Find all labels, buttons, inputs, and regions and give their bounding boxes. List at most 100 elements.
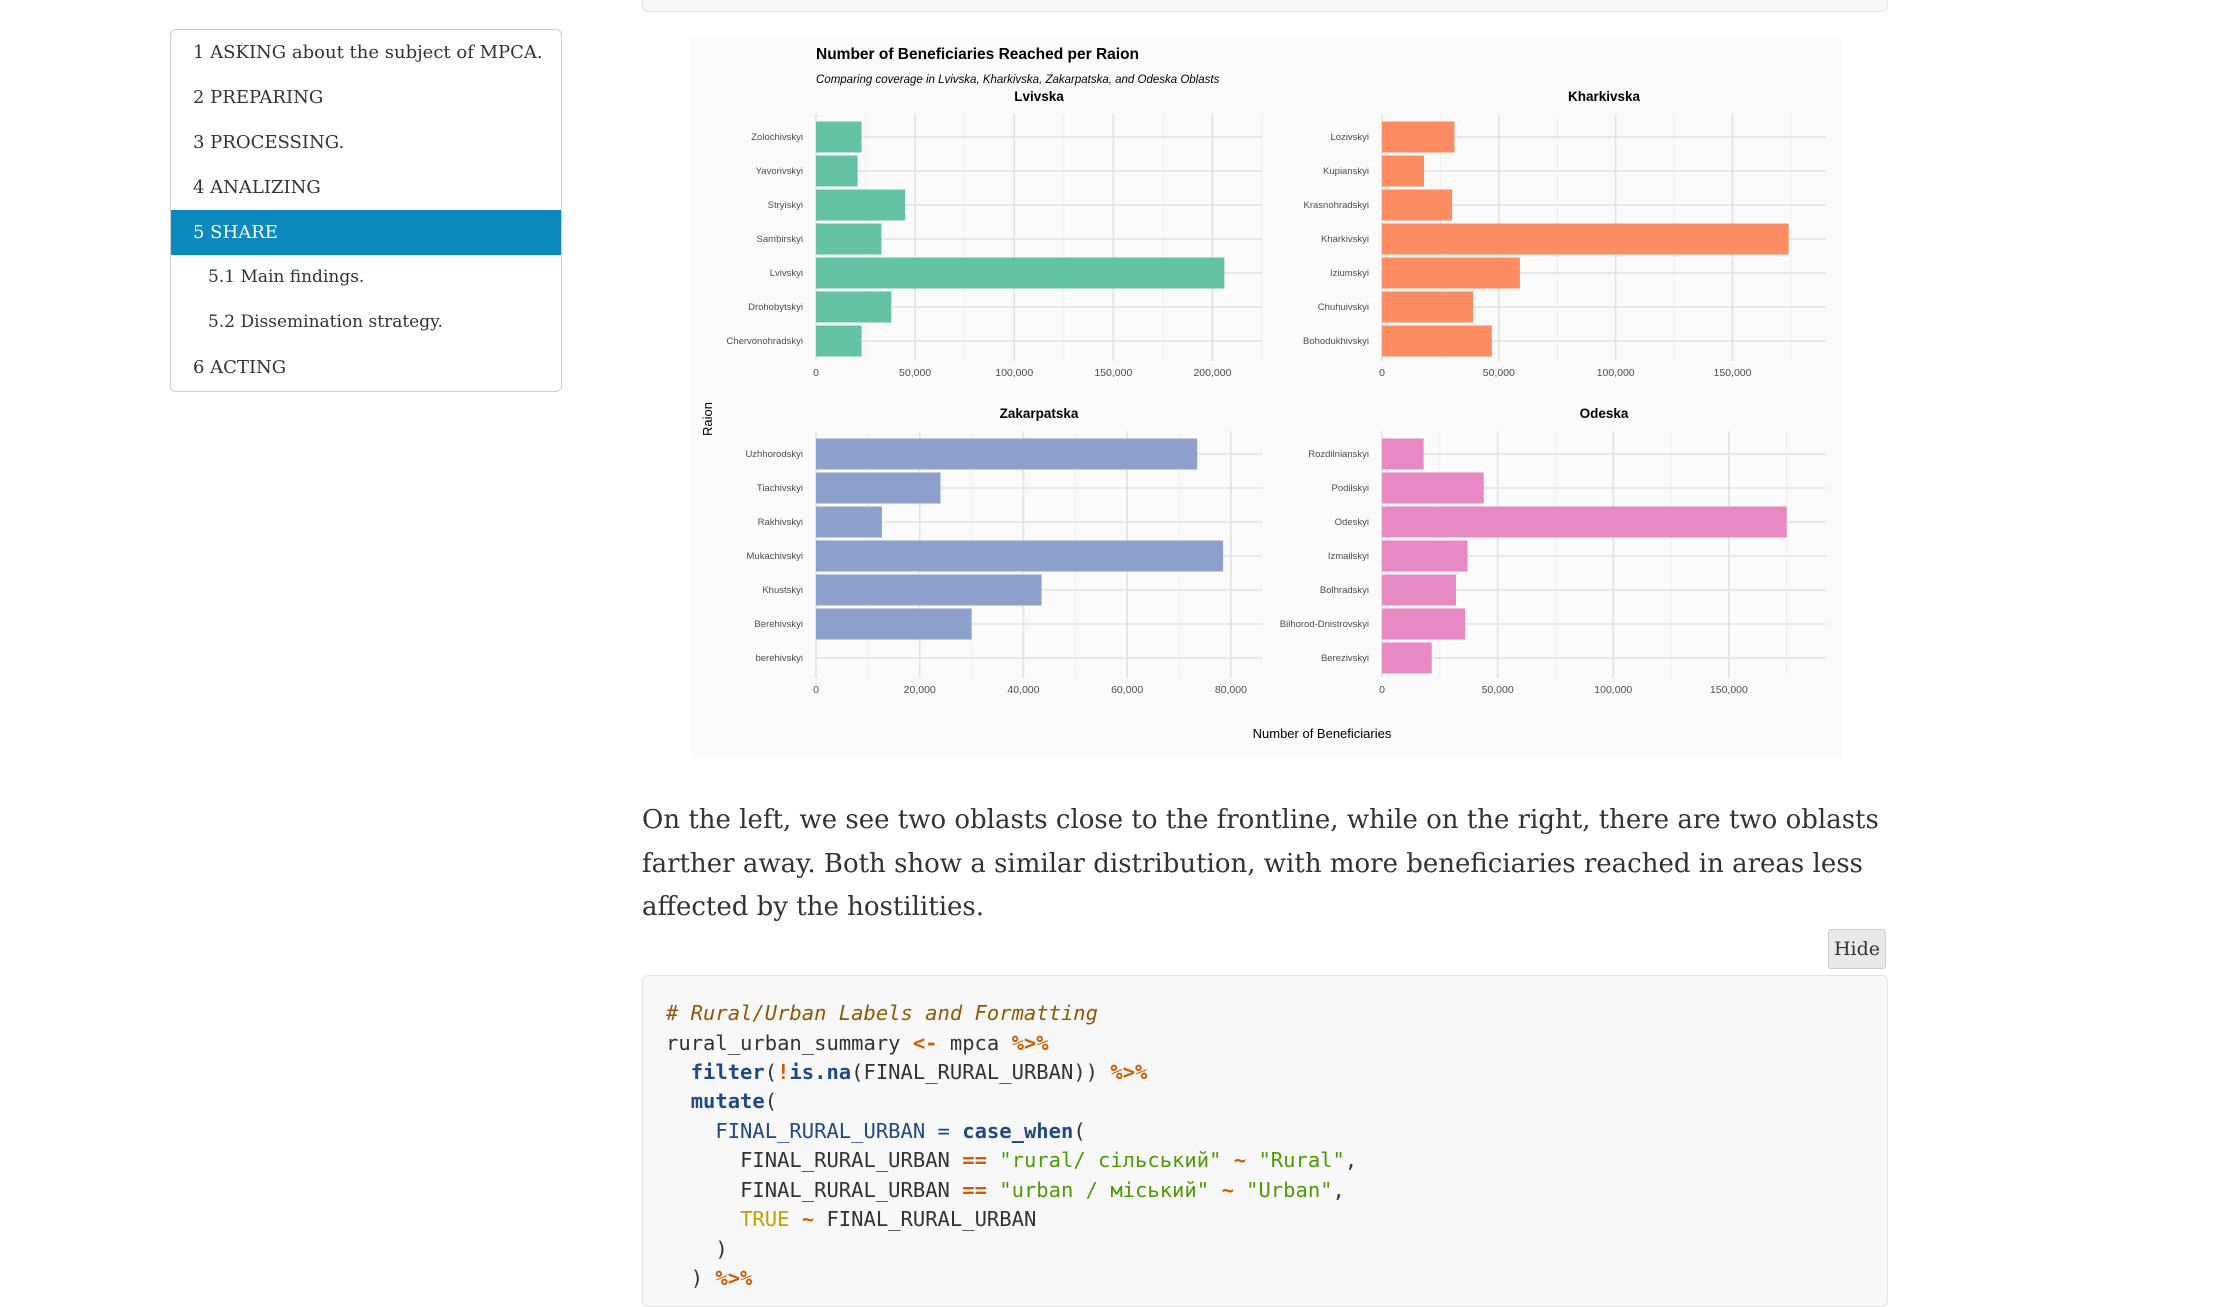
category-label: Stryiskyi xyxy=(768,200,803,211)
bar xyxy=(1382,325,1492,357)
category-label: Iziumskyi xyxy=(1330,268,1369,279)
bar xyxy=(816,121,862,153)
bar xyxy=(1382,540,1468,572)
code-token: ~ xyxy=(1233,1148,1247,1172)
category-label: Kharkivskyi xyxy=(1321,234,1369,245)
toc-item-acting[interactable]: 6 ACTING xyxy=(193,357,287,378)
bar xyxy=(816,438,1198,470)
bar xyxy=(1382,223,1789,255)
category-label: Drohobytskyi xyxy=(748,302,803,313)
code-line: TRUE ~ FINAL_RURAL_URBAN xyxy=(666,1204,1036,1234)
bar xyxy=(816,325,862,357)
code-token: ( xyxy=(764,1089,778,1113)
toc-item-main-findings[interactable]: 5.1 Main findings. xyxy=(208,267,365,287)
category-label: Khustskyi xyxy=(762,585,803,596)
category-label: Berezivskyi xyxy=(1321,653,1369,664)
chart-panel-kharkivska: Kharkivska Lozivskyi Kupianskyi Krasnohrads… xyxy=(1303,89,1826,379)
bar xyxy=(1382,574,1456,606)
code-line: filter(!is.na(FINAL_RURAL_URBAN)) %>% xyxy=(666,1057,1148,1087)
code-line: # Rural/Urban Labels and Formatting xyxy=(666,998,1098,1028)
hide-code-button[interactable]: Hide xyxy=(1828,929,1886,969)
code-line: FINAL_RURAL_URBAN == "rural/ сільський" … xyxy=(666,1145,1357,1175)
code-token: filter xyxy=(690,1060,765,1084)
code-token: TRUE xyxy=(740,1207,790,1231)
category-label: Krasnohradskyi xyxy=(1304,200,1369,211)
category-label: Podilskyi xyxy=(1332,483,1370,494)
tick-label: 0 xyxy=(813,684,819,696)
code-token: %>% xyxy=(715,1266,753,1290)
code-token: ( xyxy=(851,1060,864,1084)
code-token: "Rural" xyxy=(1258,1148,1345,1172)
toc-item-share[interactable]: 5 SHARE xyxy=(171,210,561,255)
bar xyxy=(816,257,1225,289)
code-token: )) xyxy=(1073,1060,1099,1084)
category-label: Mukachivskyi xyxy=(747,551,804,562)
chart-background xyxy=(690,36,1842,758)
code-token: FINAL_RURAL_URBAN xyxy=(863,1060,1074,1084)
category-label: Kupianskyi xyxy=(1323,166,1369,177)
tick-label: 0 xyxy=(813,367,819,379)
code-line: FINAL_RURAL_URBAN = case_when( xyxy=(666,1116,1085,1146)
bar xyxy=(1382,642,1432,674)
bar xyxy=(816,291,892,323)
tick-label: 80,000 xyxy=(1215,684,1247,696)
code-line: rural_urban_summary <- mpca %>% xyxy=(666,1028,1049,1058)
code-line: FINAL_RURAL_URBAN == "urban / міський" ~… xyxy=(666,1175,1345,1205)
code-token: ) xyxy=(715,1237,728,1261)
bar xyxy=(816,540,1224,572)
category-label: Sambirskyi xyxy=(757,234,803,245)
category-label: Bolhradskyi xyxy=(1320,585,1369,596)
code-token: "Urban" xyxy=(1246,1178,1333,1202)
table-of-contents: 1 ASKING about the subject of MPCA. 2 PR… xyxy=(170,29,562,392)
code-token: "rural/ сільський" xyxy=(999,1148,1222,1172)
code-token: == xyxy=(962,1148,987,1172)
category-label: Lozivskyi xyxy=(1330,132,1369,143)
code-token: ( xyxy=(764,1060,778,1084)
code-token: mpca xyxy=(949,1031,1000,1055)
bar xyxy=(1382,472,1484,504)
category-label: Bilhorod-Dnistrovskyi xyxy=(1280,619,1369,630)
bar xyxy=(1382,189,1453,221)
tick-label: 60,000 xyxy=(1111,684,1143,696)
toc-item-preparing[interactable]: 2 PREPARING xyxy=(193,87,324,108)
code-token: is.na xyxy=(789,1060,852,1084)
category-label: Tiachivskyi xyxy=(757,483,803,494)
code-token: ~ xyxy=(801,1207,815,1231)
code-token: , xyxy=(1344,1148,1358,1172)
category-label: Chervonohradskyi xyxy=(726,336,803,347)
panel-title: Lvivska xyxy=(1014,89,1064,104)
chart-panel-lvivska: Lvivska Zolochivskyi Yavorivskyi Stryiskyi S… xyxy=(726,89,1263,379)
code-token: rural_urban_summary xyxy=(666,1031,901,1055)
toc-item-dissemination-strategy[interactable]: 5.2 Dissemination strategy. xyxy=(208,312,443,332)
category-label: Rakhivskyi xyxy=(758,517,803,528)
tick-label: 100,000 xyxy=(1594,684,1632,696)
tick-label: 150,000 xyxy=(1094,367,1132,379)
tick-label: 0 xyxy=(1379,367,1385,379)
code-line: ) %>% xyxy=(666,1263,753,1293)
previous-code-block xyxy=(642,0,1888,12)
code-token: ) xyxy=(690,1266,704,1290)
toc-item-asking[interactable]: 1 ASKING about the subject of MPCA. xyxy=(193,42,543,63)
bar xyxy=(1382,608,1466,640)
bar xyxy=(816,189,906,221)
category-label: Lvivskyi xyxy=(770,268,803,279)
code-token: %>% xyxy=(1110,1060,1148,1084)
tick-label: 50,000 xyxy=(899,367,931,379)
analysis-paragraph: On the left, we see two oblasts close to… xyxy=(642,805,1879,922)
tick-label: 50,000 xyxy=(1482,684,1514,696)
bar xyxy=(1382,438,1424,470)
category-label: Izmailskyi xyxy=(1328,551,1369,562)
chart-panel-zakarpatska: Zakarpatska Uzhhorodskyi Tiachivskyi Rakhiv… xyxy=(745,406,1262,696)
code-line: ) xyxy=(666,1234,728,1264)
bar xyxy=(816,608,972,640)
bar xyxy=(816,574,1042,606)
code-comment: # Rural/Urban Labels and Formatting xyxy=(666,1001,1098,1025)
toc-item-processing[interactable]: 3 PROCESSING. xyxy=(193,132,345,153)
bar xyxy=(816,223,882,255)
code-token: FINAL_RURAL_URBAN xyxy=(740,1178,950,1202)
bar xyxy=(1382,155,1425,187)
y-axis-label: Raion xyxy=(700,402,715,436)
chart-panel-odeska: Odeska Rozdilnianskyi Podilskyi Odeskyi Izma… xyxy=(1280,406,1826,696)
toc-item-analizing[interactable]: 4 ANALIZING xyxy=(193,177,321,198)
code-token: , xyxy=(1332,1178,1345,1202)
